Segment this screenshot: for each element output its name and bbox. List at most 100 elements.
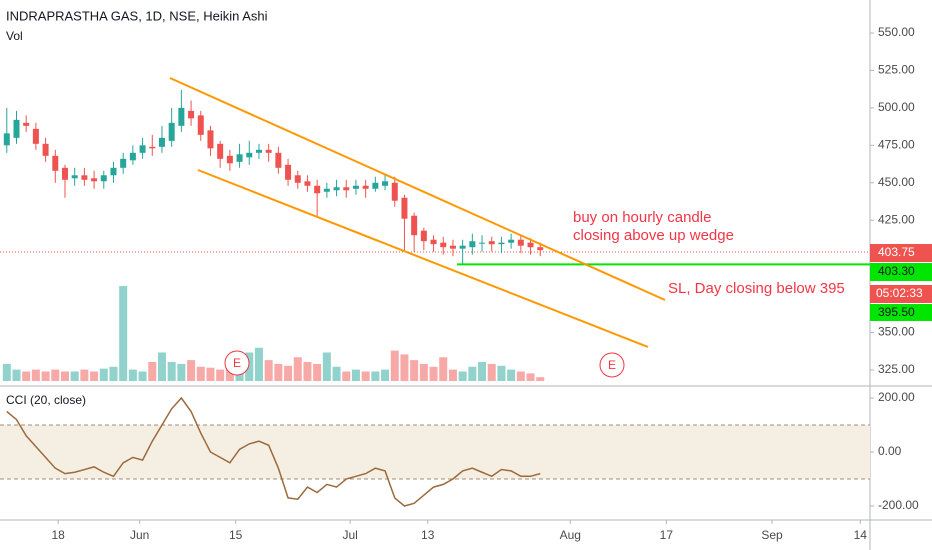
volume-bar: [468, 366, 477, 381]
candle-body: [3, 133, 10, 146]
y-tick-label: 550.00: [878, 25, 915, 39]
candle-body: [91, 178, 98, 182]
earnings-marker[interactable]: [224, 350, 250, 376]
candle-body: [71, 175, 78, 179]
candle-body: [352, 185, 359, 189]
candle-body: [168, 122, 175, 141]
countdown-badge: [870, 285, 932, 303]
candle-body: [188, 110, 195, 119]
volume-bar: [322, 352, 331, 381]
volume-bar: [274, 363, 283, 381]
cci-tick-label: 200.00: [878, 390, 915, 404]
candle-body: [13, 119, 20, 138]
volume-bar: [351, 369, 360, 381]
volume-bar: [361, 371, 370, 381]
price-badge: [870, 304, 932, 321]
price-badge: [870, 244, 932, 262]
volume-bar: [245, 352, 254, 381]
candle-body: [265, 149, 272, 153]
volume-bar: [12, 369, 21, 381]
cci-band: [0, 425, 870, 479]
volume-bar: [439, 357, 448, 381]
candle-body: [304, 181, 311, 186]
chart-title: INDRAPRASTHA GAS, 1D, NSE, Heikin Ashi: [6, 8, 268, 23]
volume-bar: [303, 362, 312, 381]
candle-body: [285, 164, 292, 180]
x-tick-label: 15: [229, 528, 243, 542]
candle-body: [294, 175, 301, 183]
volume-bar: [225, 365, 234, 381]
volume-bar: [187, 360, 196, 381]
volume-bar: [31, 369, 40, 381]
volume-bar: [264, 360, 273, 381]
y-tick-label: 425.00: [878, 212, 915, 226]
candle-body: [401, 197, 408, 219]
cci-tick-label: 0.00: [878, 444, 902, 458]
candle-body: [255, 149, 262, 153]
annotation: buy on hourly candle: [573, 209, 711, 226]
x-tick-label: 17: [660, 528, 674, 542]
volume-bar: [2, 363, 11, 381]
y-tick-label: 475.00: [878, 138, 915, 152]
candle-body: [430, 239, 437, 245]
volume-bar: [478, 362, 487, 381]
candle-body: [488, 241, 495, 245]
volume-bar: [254, 347, 263, 381]
volume-bar: [429, 366, 438, 381]
candle-body: [32, 128, 39, 144]
candle-body: [110, 167, 117, 176]
volume-bar: [206, 367, 215, 381]
candle-body: [236, 154, 243, 162]
cci-line: [6, 396, 541, 507]
candle-body: [527, 242, 534, 248]
annotation: closing above up wedge: [573, 227, 734, 244]
candle-body: [391, 182, 398, 201]
price-badge-text: 403.30: [878, 264, 915, 278]
candle-body: [420, 230, 427, 242]
volume-bar: [22, 371, 31, 381]
candle-body: [178, 107, 185, 126]
volume-bar: [332, 366, 341, 381]
volume-bar: [284, 365, 293, 381]
candle-body: [314, 185, 321, 194]
y-tick-label: 350.00: [878, 325, 915, 339]
candle-body: [42, 143, 49, 156]
volume-bar: [400, 354, 409, 381]
cci-tick-label: -200.00: [878, 498, 919, 512]
candle-body: [246, 152, 253, 158]
x-tick-label: 18: [52, 528, 66, 542]
volume-bar: [313, 363, 322, 381]
candle-body: [517, 239, 524, 246]
wedge-lower: [197, 169, 649, 348]
volume-bar: [138, 371, 147, 381]
candle-body: [120, 158, 127, 168]
earnings-label: E: [233, 356, 241, 370]
volume-bar: [516, 371, 525, 381]
candle-body: [479, 242, 486, 244]
volume-bar: [487, 363, 496, 381]
candle-body: [449, 245, 456, 249]
volume-bar: [109, 366, 118, 381]
volume-bar: [157, 352, 166, 381]
volume-bar: [196, 366, 205, 381]
candle-body: [275, 152, 282, 168]
candle-body: [23, 122, 30, 126]
volume-bar: [371, 371, 380, 381]
candle-body: [508, 239, 515, 243]
x-tick-label: 14: [854, 528, 868, 542]
volume-bar: [410, 360, 419, 381]
candle-body: [333, 187, 340, 191]
volume-bar: [381, 369, 390, 381]
candle-body: [343, 187, 350, 191]
volume-bar: [70, 371, 79, 381]
volume-bar: [128, 369, 137, 381]
candle-body: [440, 242, 447, 248]
countdown-text: 05:02:33: [876, 286, 923, 300]
y-tick-label: 325.00: [878, 362, 915, 376]
earnings-marker[interactable]: [599, 352, 625, 378]
candle-body: [52, 155, 59, 171]
candle-body: [158, 137, 165, 147]
candle-body: [139, 145, 146, 153]
candle-body: [61, 167, 68, 180]
